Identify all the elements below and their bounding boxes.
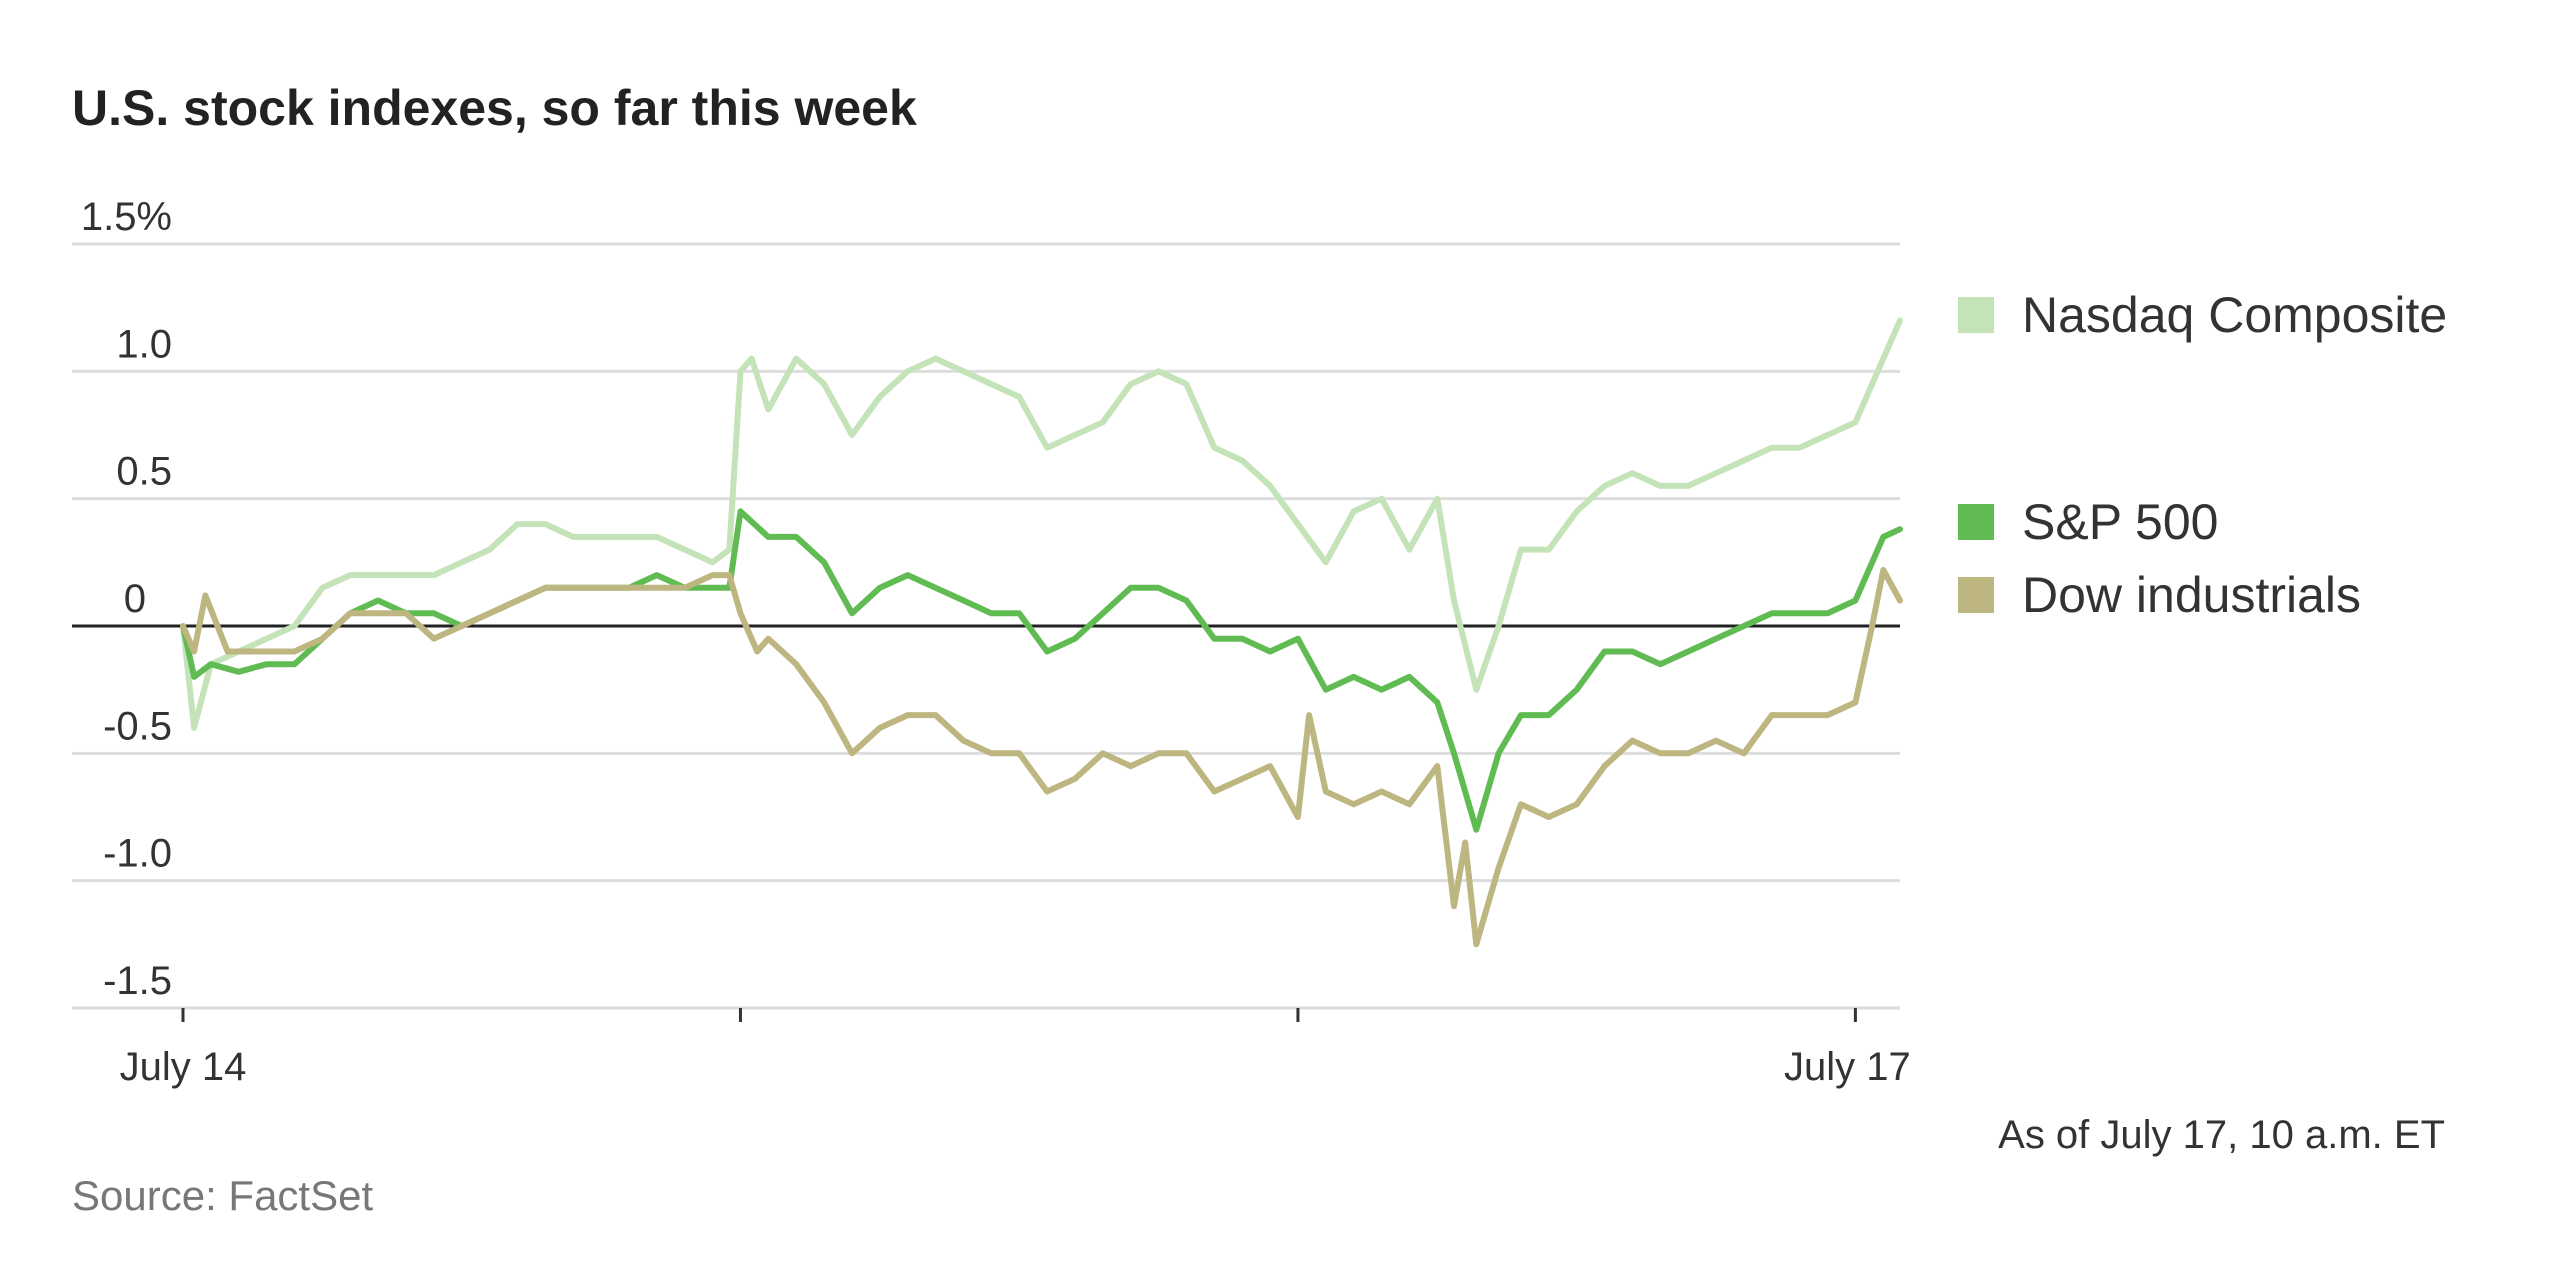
x-tick-label: July 14 [120, 1045, 247, 1089]
legend-swatch-1 [1958, 297, 1994, 333]
y-tick-label: -1.0 [103, 832, 172, 876]
y-tick-label: 0.5 [116, 450, 172, 494]
y-tick-label: 0 [124, 577, 146, 621]
series-line-3 [180, 567, 1903, 948]
y-axis-ticks: 1.5% 1.0 0.5 0 -0.5 -1.0 -1.5 [81, 195, 172, 1003]
chart-title: U.S. stock indexes, so far this week [72, 80, 917, 136]
series-lines [180, 317, 1903, 948]
y-tick-label: -0.5 [103, 704, 172, 748]
legend-label-2: S&P 500 [2022, 494, 2218, 550]
x-axis: July 14 July 17 [120, 1008, 1911, 1089]
series-line-2 [180, 508, 1903, 833]
y-tick-label: 1.5% [81, 195, 172, 239]
legend-swatch-3 [1958, 577, 1994, 613]
legend: Nasdaq Composite S&P 500 Dow industrials [1958, 287, 2447, 623]
source-note: Source: FactSet [72, 1172, 373, 1219]
legend-label-1: Nasdaq Composite [2022, 287, 2447, 343]
as-of-note: As of July 17, 10 a.m. ET [1998, 1113, 2445, 1157]
series-line-1 [180, 317, 1903, 731]
legend-label-3: Dow industrials [2022, 567, 2361, 623]
legend-swatch-2 [1958, 504, 1994, 540]
y-tick-label: -1.5 [103, 959, 172, 1003]
y-tick-label: 1.0 [116, 322, 172, 366]
x-tick-label: July 17 [1784, 1045, 1911, 1089]
grid [72, 242, 1900, 1010]
